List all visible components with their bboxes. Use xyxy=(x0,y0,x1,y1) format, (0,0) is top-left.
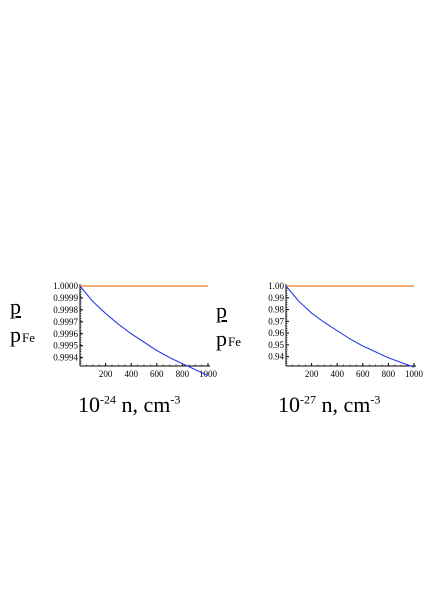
y-tick-label: 0.99 xyxy=(268,293,284,303)
x-tick-label: 200 xyxy=(99,369,113,379)
x-label-exponent: -24 xyxy=(100,392,116,407)
chart-right: 1.00 0.99 0.980.97 0.96 0.95 0.94 200 400 600 800… xyxy=(268,281,424,379)
y-tick-label: 0.97 xyxy=(268,316,284,326)
y-tick-label: 0.9998 xyxy=(53,305,78,315)
y-label-subscript: Fe xyxy=(228,334,241,349)
chart-left: 1.0000 0.9999 0.9998 0.9997 0.9996 0.9995 0.99… xyxy=(53,281,218,379)
x-label-unit: n, cm xyxy=(316,392,371,417)
x-tick-label: 200 xyxy=(305,369,319,379)
x-tick-label: 600 xyxy=(150,369,164,379)
y-tick-label: 1.00 xyxy=(268,281,284,291)
x-tick-label: 400 xyxy=(330,369,344,379)
x-label-unit-exponent: -3 xyxy=(370,392,381,407)
x-tick-label: 600 xyxy=(356,369,370,379)
x-tick-label: 800 xyxy=(382,369,396,379)
x-label-base: 10 xyxy=(278,392,300,417)
y-label-numerator: p xyxy=(10,294,21,319)
x-tick-label: 1000 xyxy=(405,369,424,379)
series-line-1 xyxy=(285,285,415,368)
y-label-denominator-p: p xyxy=(216,326,227,351)
y-tick-label: 0.98 xyxy=(268,305,284,315)
x-axis-label-right: 10-27 n, cm-3 xyxy=(278,392,380,418)
y-tick-label: 1.0000 xyxy=(53,281,78,291)
x-tick-label: 800 xyxy=(176,369,190,379)
y-label-denominator: pFe xyxy=(10,324,35,346)
y-axis-label-right: p pFe xyxy=(216,300,241,350)
x-label-unit-exponent: -3 xyxy=(170,392,181,407)
x-tick-label: 400 xyxy=(124,369,138,379)
y-tick-label: 0.9996 xyxy=(53,329,78,339)
x-label-unit: n, cm xyxy=(116,392,171,417)
y-label-denominator-p: p xyxy=(10,322,21,347)
y-label-subscript: Fe xyxy=(22,330,35,345)
y-tick-label: 0.9994 xyxy=(53,353,78,363)
x-tick-label: 1000 xyxy=(199,369,218,379)
y-tick-label: 0.94 xyxy=(268,352,284,362)
series-line-1 xyxy=(79,285,209,377)
y-label-numerator: p xyxy=(216,298,227,323)
x-label-exponent: -27 xyxy=(300,392,316,407)
y-tick-label: 0.9997 xyxy=(53,317,78,327)
y-tick-label: 0.96 xyxy=(268,328,284,338)
y-label-denominator: pFe xyxy=(216,328,241,350)
x-label-base: 10 xyxy=(78,392,100,417)
y-tick-label: 0.9995 xyxy=(53,341,78,351)
y-tick-label: 0.9999 xyxy=(53,293,78,303)
x-axis-label-left: 10-24 n, cm-3 xyxy=(78,392,180,418)
y-tick-label: 0.95 xyxy=(268,340,284,350)
y-axis-label-left: p pFe xyxy=(10,296,35,346)
